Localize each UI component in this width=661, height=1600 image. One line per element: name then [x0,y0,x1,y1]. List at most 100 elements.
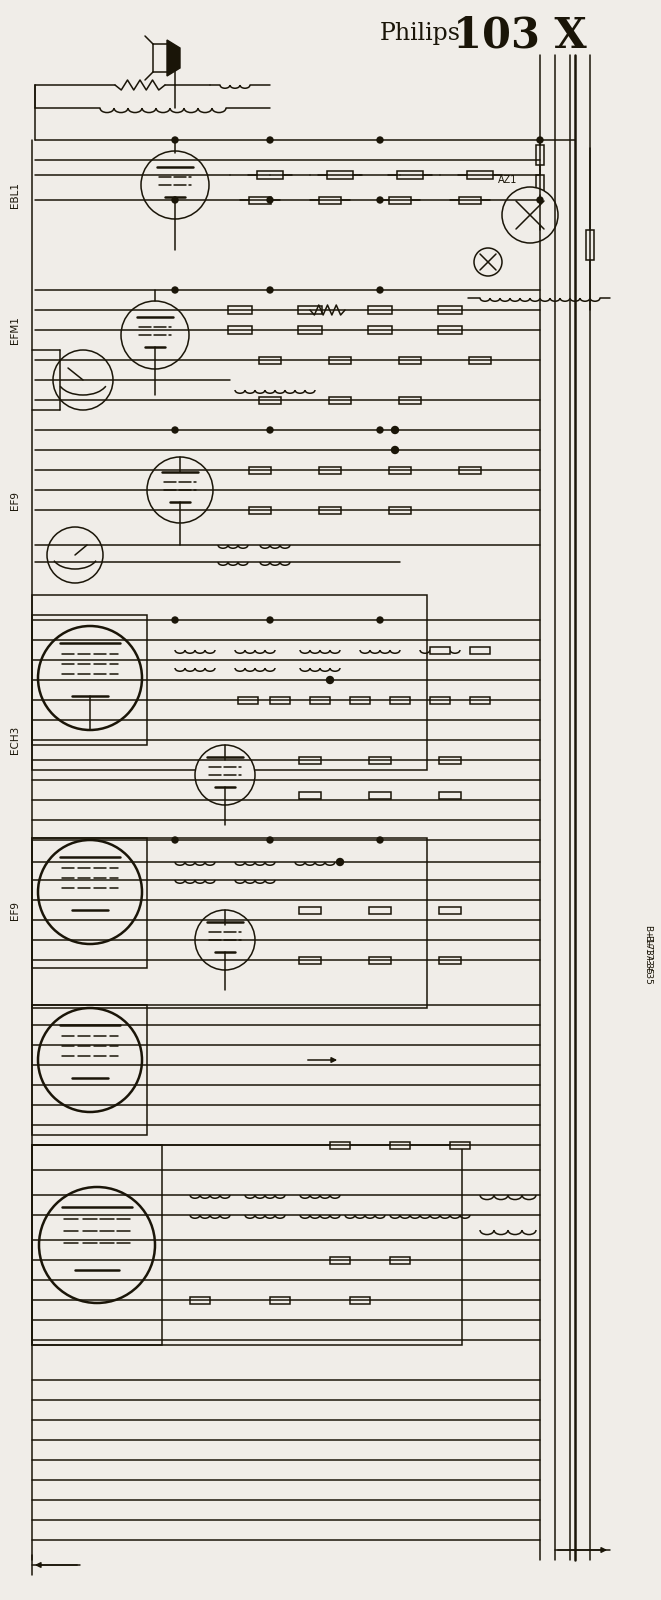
Circle shape [377,837,383,843]
Circle shape [377,618,383,622]
Bar [32,838,427,1008]
Bar [390,1141,410,1149]
Bar [299,757,321,763]
Circle shape [474,248,502,275]
Bar [270,696,290,704]
Bar [390,1256,410,1264]
Circle shape [38,626,142,730]
Bar [319,197,341,203]
Bar [327,171,353,179]
Bar [369,907,391,914]
Circle shape [267,837,273,843]
Bar [438,326,462,334]
Circle shape [502,187,558,243]
Text: EF9: EF9 [10,901,20,920]
Circle shape [172,427,178,434]
Bar [249,507,271,514]
Circle shape [121,301,189,370]
Bar [439,957,461,963]
Circle shape [195,746,255,805]
Circle shape [267,197,273,203]
Bar [298,326,322,334]
Bar [299,792,321,798]
Circle shape [141,150,209,219]
Bar [330,1141,350,1149]
Bar [389,197,411,203]
Bar [389,467,411,474]
Bar [350,1296,370,1304]
Circle shape [38,840,142,944]
Bar [536,174,544,195]
Bar [389,507,411,514]
Bar [470,646,490,653]
Bar [459,467,481,474]
Bar [238,696,258,704]
Text: ECH3: ECH3 [10,726,20,754]
Bar [32,1005,147,1134]
Circle shape [38,1008,142,1112]
Circle shape [172,618,178,622]
Circle shape [537,197,543,203]
Bar [249,467,271,474]
Bar [259,357,281,363]
Circle shape [172,197,178,203]
Circle shape [377,427,383,434]
Bar [430,696,450,704]
Bar [536,205,544,226]
Bar [228,326,252,334]
Circle shape [39,1187,155,1302]
Bar [459,197,481,203]
Bar [368,326,392,334]
Bar [330,1256,350,1264]
Circle shape [267,138,273,142]
Circle shape [172,837,178,843]
Bar [369,757,391,763]
Bar [259,397,281,403]
Bar [249,197,271,203]
Circle shape [172,138,178,142]
Bar [190,1296,210,1304]
Circle shape [147,458,213,523]
Bar [319,507,341,514]
Bar [399,357,421,363]
Circle shape [267,427,273,434]
Bar [32,838,147,968]
Bar [439,792,461,798]
Bar [368,306,392,314]
Bar [439,907,461,914]
Text: EF9: EF9 [10,491,20,509]
Text: AZ1: AZ1 [498,174,518,186]
Bar [257,171,283,179]
Bar [319,467,341,474]
Circle shape [267,286,273,293]
Bar [397,171,423,179]
Bar [270,1296,290,1304]
Bar [299,907,321,914]
Bar [536,146,544,165]
Bar [469,357,491,363]
Circle shape [391,427,399,434]
Bar [450,1141,470,1149]
Circle shape [336,859,344,866]
Bar [350,696,370,704]
Circle shape [195,910,255,970]
Text: Philips: Philips [380,22,461,45]
Circle shape [391,446,399,453]
Bar [369,792,391,798]
Circle shape [377,197,383,203]
Circle shape [377,286,383,293]
Bar [298,306,322,314]
Bar [299,957,321,963]
Text: B+173+35: B+173+35 [644,934,652,986]
Text: 103 X: 103 X [453,14,587,56]
Bar [586,230,594,259]
Bar [310,696,330,704]
Bar [470,696,490,704]
Bar [32,614,147,746]
Circle shape [172,286,178,293]
Bar [32,595,427,770]
Bar [430,646,450,653]
Circle shape [377,138,383,142]
Text: EBL1: EBL1 [10,182,20,208]
Bar [329,357,351,363]
